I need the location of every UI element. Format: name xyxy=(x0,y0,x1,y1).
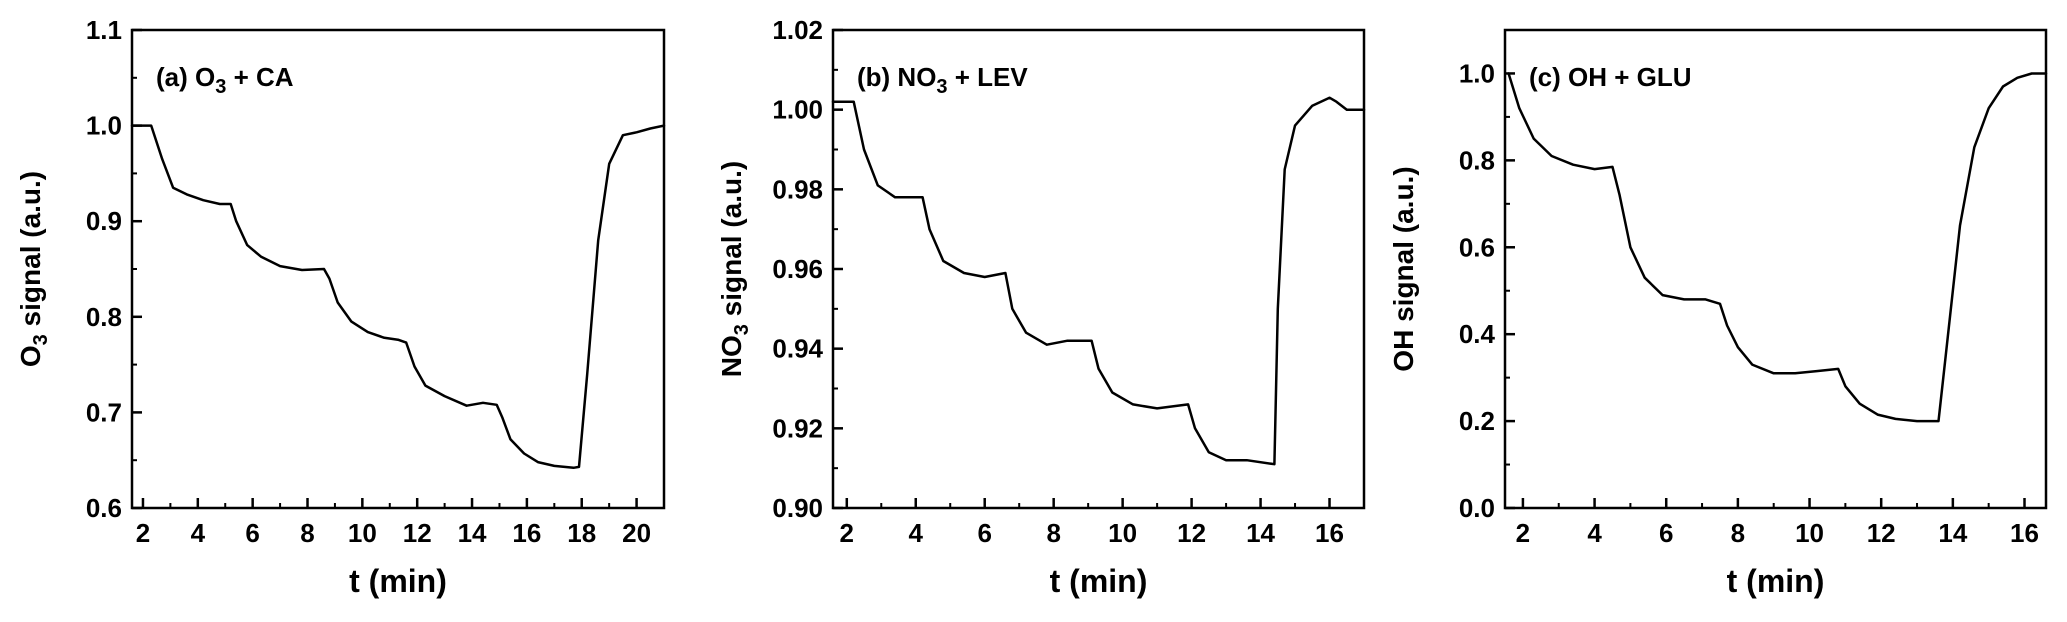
x-tick-label: 12 xyxy=(403,518,432,548)
x-tick-label: 20 xyxy=(622,518,651,548)
x-tick-label: 16 xyxy=(2010,518,2039,548)
y-tick-label: 1.02 xyxy=(772,15,823,45)
x-tick-label: 14 xyxy=(1938,518,1967,548)
y-axis-label: NO3 signal (a.u.) xyxy=(716,161,753,377)
y-tick-label: 1.1 xyxy=(86,15,122,45)
panel-label: (a) O3 + CA xyxy=(156,62,294,98)
x-tick-label: 4 xyxy=(1587,518,1602,548)
x-tick-label: 16 xyxy=(512,518,541,548)
x-tick-label: 10 xyxy=(1795,518,1824,548)
y-tick-label: 0.8 xyxy=(86,302,122,332)
plot-frame xyxy=(831,28,1366,510)
x-tick-label: 12 xyxy=(1867,518,1896,548)
y-tick-label: 0.90 xyxy=(772,493,823,523)
panel-c: 2 4 6 8 10 12 14 16 0.0 0.2 0.4 0.6 0.8 1.0 t (min) OH … xyxy=(1388,28,2048,599)
y-axis-label: O3 signal (a.u.) xyxy=(15,171,52,367)
x-tick-label: 4 xyxy=(909,518,924,548)
x-tick-label: 8 xyxy=(300,518,314,548)
x-axis-label: t (min) xyxy=(1050,563,1148,599)
x-tick-label: 6 xyxy=(1659,518,1673,548)
y-tick-label: 0.7 xyxy=(86,397,122,427)
panel-label: (c) OH + GLU xyxy=(1529,62,1692,92)
plot-frame xyxy=(1503,28,2048,510)
y-tick-label: 0.92 xyxy=(772,413,823,443)
x-tick-label: 16 xyxy=(1315,518,1344,548)
y-tick-label: 0.8 xyxy=(1459,145,1495,175)
x-tick-label: 6 xyxy=(245,518,259,548)
y-tick-label: 1.0 xyxy=(1459,58,1495,88)
y-axis-label: OH signal (a.u.) xyxy=(1388,166,1419,371)
series-line xyxy=(1507,72,2048,423)
x-tick-label: 2 xyxy=(136,518,150,548)
y-tick-label: 0.94 xyxy=(772,334,823,364)
series-line xyxy=(130,124,666,470)
x-tick-label: 12 xyxy=(1177,518,1206,548)
x-tick-label: 18 xyxy=(567,518,596,548)
x-tick-label: 10 xyxy=(348,518,377,548)
x-axis-label: t (min) xyxy=(1727,563,1825,599)
x-tick-label: 14 xyxy=(458,518,487,548)
x-tick-label: 10 xyxy=(1108,518,1137,548)
x-axis-label: t (min) xyxy=(349,563,447,599)
y-tick-label: 0.2 xyxy=(1459,406,1495,436)
y-tick-label: 1.0 xyxy=(86,111,122,141)
y-tick-label: 1.00 xyxy=(772,95,823,125)
x-tick-label: 2 xyxy=(1516,518,1530,548)
panel-a: 2 4 6 8 10 12 14 16 18 20 0.6 0.7 0.8 0.9 1.0 1.1 t (min… xyxy=(15,15,666,599)
plot-frame xyxy=(130,28,666,510)
y-tick-label: 0.98 xyxy=(772,174,823,204)
x-tick-label: 4 xyxy=(191,518,206,548)
x-tick-label: 6 xyxy=(977,518,991,548)
x-tick-label: 8 xyxy=(1046,518,1060,548)
x-tick-label: 8 xyxy=(1731,518,1745,548)
x-tick-label: 2 xyxy=(840,518,854,548)
panel-b: 2 4 6 8 10 12 14 16 0.90 0.92 0.94 0.96 0.98 1.00 1.02… xyxy=(716,15,1366,599)
y-tick-label: 0.96 xyxy=(772,254,823,284)
panel-label: (b) NO3 + LEV xyxy=(857,62,1028,98)
y-tick-label: 0.6 xyxy=(86,493,122,523)
x-tick-label: 14 xyxy=(1246,518,1275,548)
y-tick-label: 0.4 xyxy=(1459,319,1496,349)
y-tick-label: 0.6 xyxy=(1459,232,1495,262)
series-line xyxy=(831,96,1366,466)
y-tick-label: 0.9 xyxy=(86,206,122,236)
y-tick-label: 0.0 xyxy=(1459,493,1495,523)
